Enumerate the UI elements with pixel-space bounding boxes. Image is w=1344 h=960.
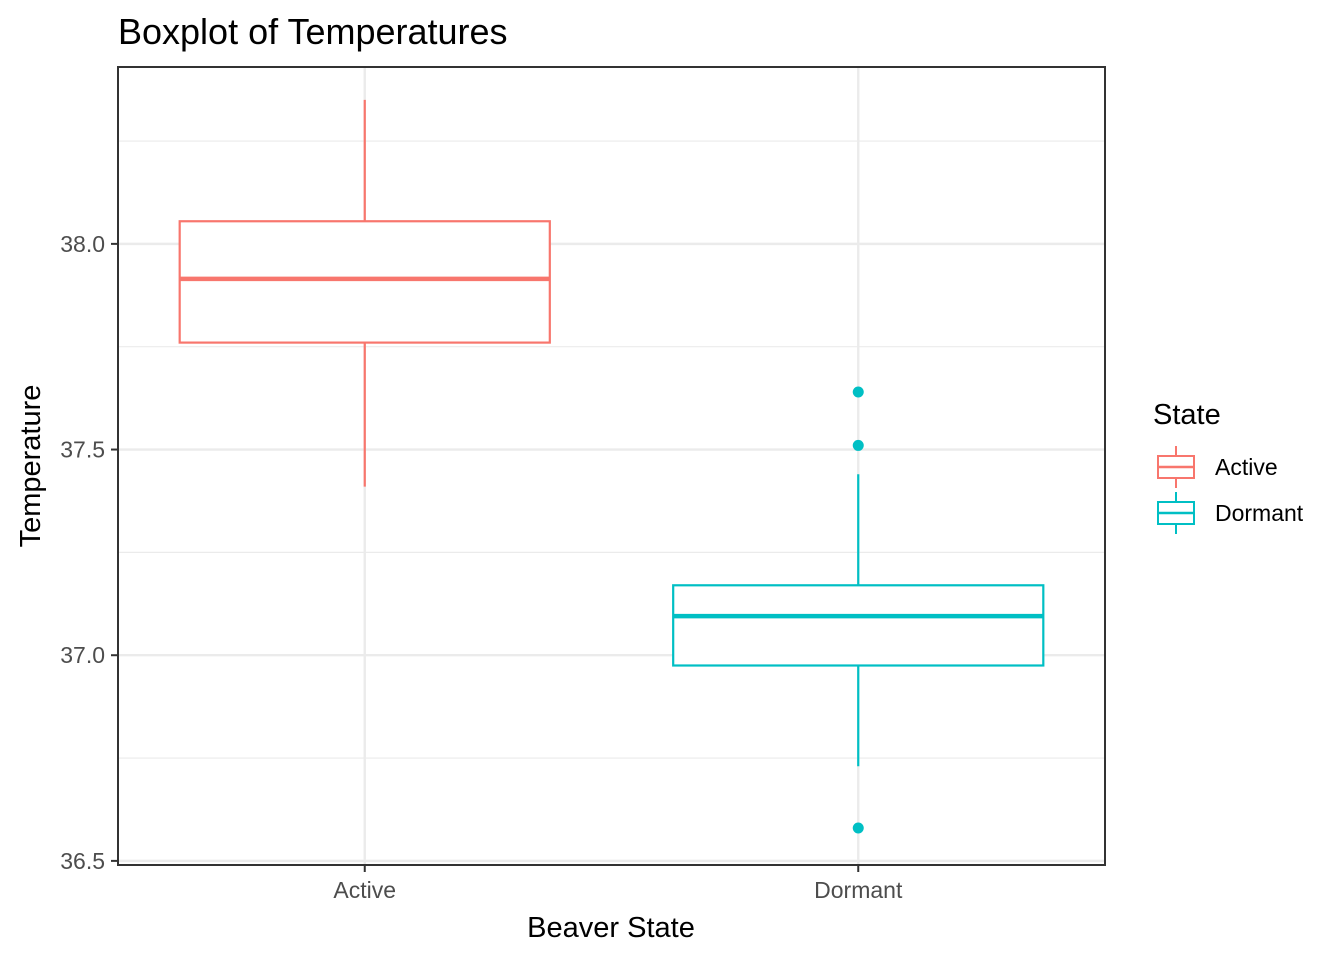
y-tick-label: 37.5	[60, 437, 105, 463]
boxplot-dormant	[672, 386, 1045, 834]
legend-label: Active	[1215, 454, 1278, 480]
y-tick-label: 37.0	[60, 642, 105, 668]
legend-title: State	[1153, 399, 1221, 431]
legend-label: Dormant	[1215, 500, 1304, 526]
box	[672, 584, 1045, 667]
legend-item-active: Active	[1157, 446, 1278, 488]
x-axis-title: Beaver State	[527, 912, 695, 944]
x-tick-label: Dormant	[814, 877, 903, 903]
x-tick-label: Active	[333, 877, 396, 903]
boxplot-active	[178, 99, 551, 487]
outlier-point	[852, 822, 864, 834]
y-tick-label: 38.0	[60, 231, 105, 257]
y-tick-label: 36.5	[60, 848, 105, 874]
plot-panel	[118, 67, 1105, 865]
legend-item-dormant: Dormant	[1157, 492, 1304, 534]
box	[178, 220, 551, 344]
axes: 36.5 37.0 37.5 38.0 Active Dormant	[60, 231, 903, 903]
boxes	[178, 99, 1045, 834]
plot-panel-border	[117, 66, 1106, 866]
outlier-point	[852, 386, 864, 398]
grid	[118, 67, 1105, 865]
y-axis-title: Temperature	[15, 385, 47, 548]
outlier-point	[852, 439, 864, 451]
chart-title: Boxplot of Temperatures	[118, 11, 508, 52]
legend: State Active Dormant	[1153, 399, 1304, 534]
